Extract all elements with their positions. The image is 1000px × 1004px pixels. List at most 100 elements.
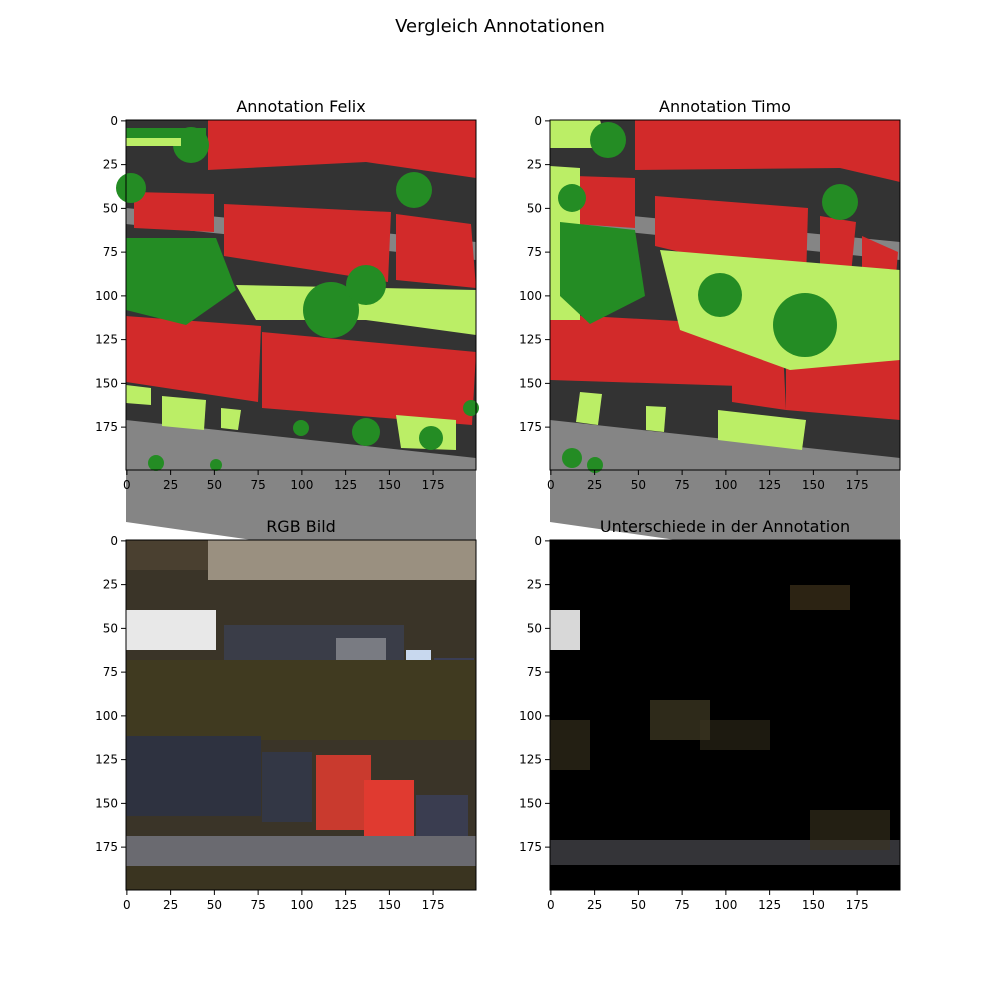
mask-building (262, 332, 476, 425)
mask-building (635, 120, 900, 182)
y-tick-label: 75 (527, 665, 542, 679)
x-tick-label: 175 (846, 898, 869, 912)
x-tick-label: 75 (674, 478, 689, 492)
y-tick-label: 0 (534, 534, 542, 548)
subplot-title: RGB Bild (266, 517, 336, 536)
y-tick-label: 175 (95, 420, 118, 434)
y-tick-label: 0 (110, 534, 118, 548)
image-region (810, 810, 890, 850)
mask-lawn (126, 385, 151, 405)
mask-tree (587, 457, 603, 473)
x-tick-label: 125 (758, 478, 781, 492)
mask-tree (352, 418, 380, 446)
x-tick-label: 175 (422, 478, 445, 492)
mask-tree (148, 455, 164, 471)
mask-building (575, 176, 635, 228)
y-tick-label: 175 (95, 840, 118, 854)
x-tick-label: 125 (334, 898, 357, 912)
image-region (126, 660, 476, 740)
subplot-title: Annotation Felix (236, 97, 365, 116)
x-tick-label: 0 (547, 898, 555, 912)
x-tick-label: 100 (714, 898, 737, 912)
y-tick-label: 100 (95, 289, 118, 303)
x-tick-label: 25 (163, 478, 178, 492)
y-tick-label: 75 (527, 245, 542, 259)
mask-tree (293, 420, 309, 436)
x-tick-label: 150 (378, 898, 401, 912)
y-tick-label: 125 (95, 753, 118, 767)
y-tick-label: 150 (519, 376, 542, 390)
x-tick-label: 0 (547, 478, 555, 492)
x-tick-label: 75 (250, 898, 265, 912)
image-region (126, 866, 476, 890)
x-tick-label: 150 (802, 478, 825, 492)
x-tick-label: 0 (123, 898, 131, 912)
image-region (550, 610, 580, 650)
subplot-4: Unterschiede in der Annotation 0 25 50 75 100… (519, 517, 901, 912)
y-tick-label: 25 (527, 578, 542, 592)
subplot-3: RGB Bild 0 25 50 75 100 125 150 175 0 25 50 75 100 125… (95, 517, 477, 912)
y-tick-label: 100 (95, 709, 118, 723)
mask-lawn (126, 138, 181, 146)
x-tick-label: 50 (207, 478, 222, 492)
y-tick-label: 150 (519, 796, 542, 810)
x-tick-label: 0 (123, 478, 131, 492)
x-tick-label: 50 (631, 898, 646, 912)
image-region (126, 610, 216, 650)
y-tick-label: 125 (519, 333, 542, 347)
y-tick-label: 25 (527, 158, 542, 172)
y-tick-label: 125 (95, 333, 118, 347)
x-tick-label: 175 (846, 478, 869, 492)
mask-tree (822, 184, 858, 220)
y-tick-label: 75 (103, 665, 118, 679)
subplot-2: Annotation Timo 0 25 50 75 100 125 150 175 0 25 50 7… (519, 97, 901, 572)
mask-tree (558, 184, 586, 212)
mask-lawn (646, 406, 666, 432)
mask-tree (590, 122, 626, 158)
mask-tree (396, 172, 432, 208)
y-tick-label: 50 (527, 201, 542, 215)
x-tick-label: 50 (631, 478, 646, 492)
y-tick-label: 150 (95, 796, 118, 810)
y-tick-label: 0 (534, 114, 542, 128)
mask-tree (562, 448, 582, 468)
x-tick-label: 175 (422, 898, 445, 912)
y-tick-label: 50 (103, 201, 118, 215)
x-tick-label: 125 (334, 478, 357, 492)
y-tick-label: 0 (110, 114, 118, 128)
x-tick-label: 100 (714, 478, 737, 492)
mask-tree (126, 238, 236, 325)
mask-tree (698, 273, 742, 317)
mask-building (224, 204, 391, 282)
x-tick-label: 75 (250, 478, 265, 492)
mask-road-south-edge (126, 420, 476, 470)
y-tick-label: 75 (103, 245, 118, 259)
image-region (316, 755, 371, 830)
image-region (700, 720, 770, 750)
axes-frame (549, 539, 901, 891)
x-tick-label: 125 (758, 898, 781, 912)
mask-lawn (162, 396, 206, 430)
subplot-title: Annotation Timo (659, 97, 791, 116)
x-tick-label: 150 (378, 478, 401, 492)
y-tick-label: 50 (527, 621, 542, 635)
mask-tree (560, 222, 645, 324)
x-tick-label: 50 (207, 898, 222, 912)
mask-building (396, 214, 476, 288)
mask-tree (303, 282, 359, 338)
mask-lawn (718, 410, 806, 450)
axes-frame (549, 119, 901, 471)
image-region (126, 736, 261, 816)
subplot-1: Annotation Felix 0 25 50 75 100 125 150 175 0 25 50… (95, 97, 479, 572)
mask-tree (773, 293, 837, 357)
mask-lawn (576, 392, 602, 425)
mask-tree (210, 459, 222, 471)
figure-title: Vergleich Annotationen (395, 16, 605, 37)
mask-building (786, 352, 900, 420)
image-region (208, 540, 476, 580)
x-tick-label: 150 (802, 898, 825, 912)
image-region (550, 720, 590, 770)
x-tick-label: 100 (290, 478, 313, 492)
mask-tree (463, 400, 479, 416)
